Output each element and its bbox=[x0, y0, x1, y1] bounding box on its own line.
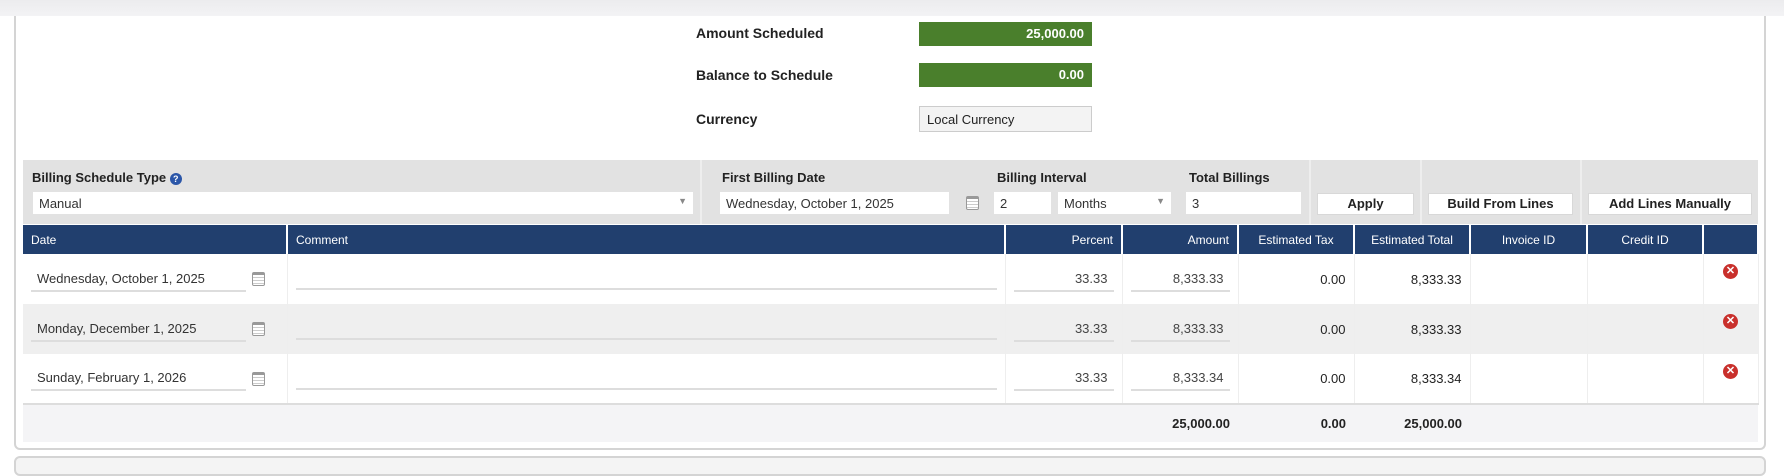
total-amount: 25,000.00 bbox=[1122, 403, 1238, 442]
col-comment: Comment bbox=[287, 225, 1006, 254]
percent-input[interactable]: 33.33 bbox=[1013, 267, 1114, 292]
chevron-down-icon: ▼ bbox=[678, 196, 687, 206]
add-lines-manually-button[interactable]: Add Lines Manually bbox=[1588, 193, 1752, 215]
invoice-id bbox=[1470, 254, 1588, 304]
balance-value: 0.00 bbox=[919, 63, 1092, 87]
divider bbox=[1580, 160, 1582, 224]
estimated-total: 8,333.33 bbox=[1354, 304, 1471, 354]
top-bar bbox=[0, 0, 1784, 16]
delete-row-icon[interactable]: ✕ bbox=[1723, 264, 1738, 279]
col-credit-id: Credit ID bbox=[1587, 225, 1704, 254]
table-row: Wednesday, October 1, 2025 33.33 8,333.3… bbox=[23, 254, 1759, 304]
interval-unit-select[interactable]: Months ▼ bbox=[1057, 191, 1172, 215]
totals-row: 25,000.00 0.00 25,000.00 bbox=[23, 403, 1758, 442]
amount-input[interactable]: 8,333.33 bbox=[1130, 317, 1230, 342]
divider bbox=[700, 160, 702, 224]
divider bbox=[1420, 160, 1422, 224]
col-percent: Percent bbox=[1005, 225, 1123, 254]
col-invoice-id: Invoice ID bbox=[1470, 225, 1588, 254]
billing-interval-label: Billing Interval bbox=[997, 170, 1087, 185]
amount-input[interactable]: 8,333.34 bbox=[1130, 366, 1230, 391]
help-icon[interactable]: ? bbox=[169, 172, 182, 185]
total-billings-label: Total Billings bbox=[1189, 170, 1270, 185]
date-input[interactable]: Monday, December 1, 2025 bbox=[31, 317, 246, 342]
table-row: Sunday, February 1, 2026 33.33 8,333.34 … bbox=[23, 354, 1759, 404]
date-input[interactable]: Sunday, February 1, 2026 bbox=[31, 366, 246, 391]
next-panel bbox=[14, 456, 1766, 476]
divider bbox=[1309, 160, 1311, 224]
amount-scheduled-label: Amount Scheduled bbox=[696, 25, 824, 41]
balance-label: Balance to Schedule bbox=[696, 67, 833, 83]
schedule-filter-bar: Billing Schedule Type ? Manual ▼ First Bi… bbox=[23, 160, 1758, 224]
col-date: Date bbox=[23, 225, 288, 254]
currency-field: Local Currency bbox=[919, 106, 1092, 132]
calendar-icon[interactable] bbox=[252, 371, 265, 386]
delete-row-icon[interactable]: ✕ bbox=[1723, 364, 1738, 379]
comment-input[interactable] bbox=[295, 360, 997, 390]
calendar-icon[interactable] bbox=[252, 322, 265, 337]
amount-input[interactable]: 8,333.33 bbox=[1130, 267, 1230, 292]
delete-row-icon[interactable]: ✕ bbox=[1723, 314, 1738, 329]
estimated-tax: 0.00 bbox=[1238, 304, 1355, 354]
estimated-tax: 0.00 bbox=[1238, 254, 1355, 304]
total-tax: 0.00 bbox=[1238, 403, 1354, 442]
estimated-tax: 0.00 bbox=[1238, 354, 1355, 404]
total-estimated: 25,000.00 bbox=[1354, 403, 1470, 442]
first-billing-date-input[interactable]: Wednesday, October 1, 2025 bbox=[719, 191, 950, 215]
percent-input[interactable]: 33.33 bbox=[1013, 317, 1114, 342]
percent-input[interactable]: 33.33 bbox=[1013, 366, 1114, 391]
billing-interval-input[interactable]: 2 bbox=[993, 191, 1052, 215]
table-row: Monday, December 1, 2025 33.33 8,333.33 … bbox=[23, 304, 1759, 354]
col-amount: Amount bbox=[1122, 225, 1239, 254]
credit-id bbox=[1587, 254, 1704, 304]
credit-id bbox=[1587, 304, 1704, 354]
total-billings-input[interactable]: 3 bbox=[1185, 191, 1302, 215]
col-estimated-tax: Estimated Tax bbox=[1238, 225, 1355, 254]
comment-input[interactable] bbox=[295, 260, 997, 290]
billing-schedule-panel bbox=[14, 16, 1766, 450]
credit-id bbox=[1587, 354, 1704, 404]
calendar-icon[interactable] bbox=[252, 272, 265, 287]
first-billing-date-label: First Billing Date bbox=[722, 170, 826, 185]
col-estimated-total: Estimated Total bbox=[1354, 225, 1471, 254]
date-input[interactable]: Wednesday, October 1, 2025 bbox=[31, 267, 246, 292]
estimated-total: 8,333.34 bbox=[1354, 354, 1471, 404]
invoice-id bbox=[1470, 304, 1588, 354]
billing-schedule-type-label: Billing Schedule Type ? bbox=[32, 170, 182, 185]
estimated-total: 8,333.33 bbox=[1354, 254, 1471, 304]
col-actions bbox=[1703, 225, 1759, 254]
chevron-down-icon: ▼ bbox=[1156, 196, 1165, 206]
invoice-id bbox=[1470, 354, 1588, 404]
currency-label: Currency bbox=[696, 111, 758, 127]
amount-scheduled-value: 25,000.00 bbox=[919, 22, 1092, 46]
comment-input[interactable] bbox=[295, 310, 997, 340]
apply-button[interactable]: Apply bbox=[1317, 193, 1414, 215]
build-from-lines-button[interactable]: Build From Lines bbox=[1428, 193, 1573, 215]
billing-schedule-type-select[interactable]: Manual ▼ bbox=[32, 191, 694, 215]
calendar-icon[interactable] bbox=[966, 196, 979, 210]
billing-schedule-table: Date Comment Percent Amount Estimated Ta… bbox=[23, 225, 1759, 442]
